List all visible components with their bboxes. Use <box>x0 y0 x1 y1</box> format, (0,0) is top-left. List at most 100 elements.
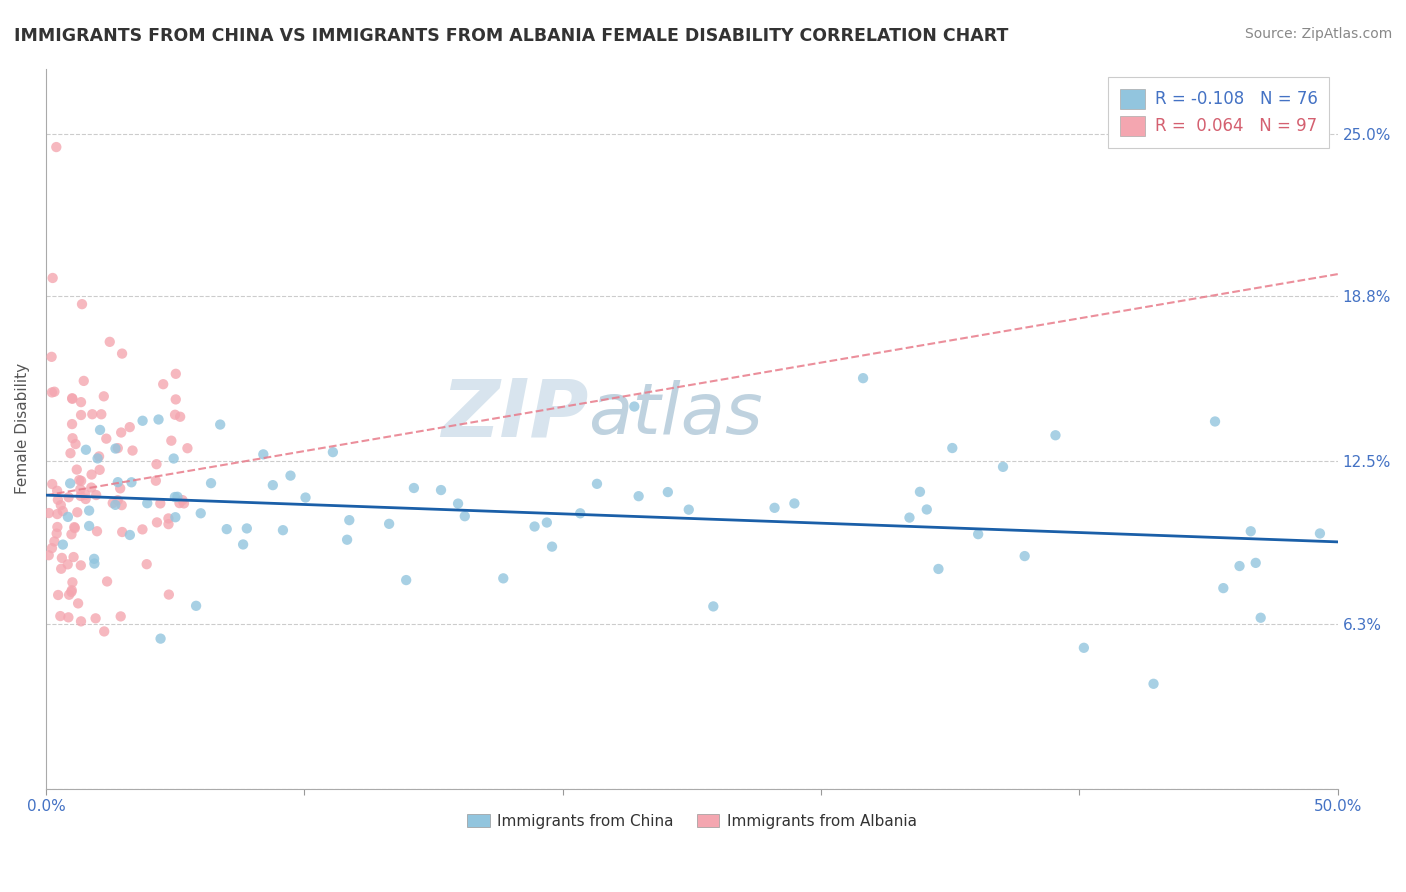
Point <box>46 520 69 534</box>
Point <box>69 558 91 573</box>
Point <box>82 407 104 421</box>
Point <box>41 385 63 400</box>
Point <box>160 434 183 448</box>
Point <box>83 552 105 566</box>
Point <box>252 447 274 461</box>
Point <box>200 476 222 491</box>
Point <box>1142 677 1164 691</box>
Point <box>152 377 174 392</box>
Point <box>84 611 107 625</box>
Point <box>166 490 188 504</box>
Point <box>110 609 132 624</box>
Point <box>49 498 72 512</box>
Point <box>73 374 96 388</box>
Point <box>41 350 63 364</box>
Point <box>80 481 103 495</box>
Point <box>38 506 60 520</box>
Point <box>38 548 60 562</box>
Point <box>75 488 97 502</box>
Point <box>1014 549 1036 563</box>
Point <box>118 528 141 542</box>
Point <box>623 400 645 414</box>
Point <box>232 537 254 551</box>
Point <box>169 496 191 510</box>
Point <box>63 520 86 534</box>
Point <box>236 521 259 535</box>
Point <box>86 451 108 466</box>
Point <box>70 297 93 311</box>
Point <box>80 467 103 482</box>
Point <box>1250 611 1272 625</box>
Point <box>536 516 558 530</box>
Point <box>541 540 564 554</box>
Point <box>75 442 97 457</box>
Point <box>131 414 153 428</box>
Point <box>75 491 97 506</box>
Point <box>148 412 170 426</box>
Point <box>56 558 79 572</box>
Point <box>69 483 91 497</box>
Point <box>378 516 401 531</box>
Point <box>322 445 344 459</box>
Point <box>46 507 69 521</box>
Point <box>98 334 121 349</box>
Point <box>1309 526 1331 541</box>
Point <box>165 392 187 407</box>
Point <box>783 496 806 510</box>
Point <box>77 519 100 533</box>
Text: ZIP: ZIP <box>441 376 589 453</box>
Point <box>52 504 75 518</box>
Point <box>915 502 938 516</box>
Point <box>967 527 990 541</box>
Point <box>62 549 84 564</box>
Point <box>149 632 172 646</box>
Point <box>172 493 194 508</box>
Point <box>110 425 132 440</box>
Point <box>395 573 418 587</box>
Point <box>523 519 546 533</box>
Point <box>58 490 80 504</box>
Point <box>70 474 93 488</box>
Point <box>51 550 73 565</box>
Point <box>146 516 169 530</box>
Point <box>163 408 186 422</box>
Point <box>70 408 93 422</box>
Point <box>586 476 609 491</box>
Point <box>59 476 82 491</box>
Point <box>1073 640 1095 655</box>
Point <box>657 485 679 500</box>
Point <box>70 615 93 629</box>
Point <box>107 475 129 490</box>
Point <box>184 599 207 613</box>
Text: IMMIGRANTS FROM CHINA VS IMMIGRANTS FROM ALBANIA FEMALE DISABILITY CORRELATION C: IMMIGRANTS FROM CHINA VS IMMIGRANTS FROM… <box>14 27 1008 45</box>
Point <box>262 478 284 492</box>
Point <box>294 491 316 505</box>
Point <box>86 524 108 539</box>
Point <box>101 496 124 510</box>
Point <box>67 596 90 610</box>
Point <box>87 450 110 464</box>
Point <box>852 371 875 385</box>
Point <box>492 571 515 585</box>
Point <box>104 498 127 512</box>
Point <box>209 417 232 432</box>
Point <box>66 505 89 519</box>
Point <box>111 524 134 539</box>
Point <box>121 443 143 458</box>
Point <box>58 610 80 624</box>
Point <box>67 473 90 487</box>
Point <box>62 431 84 445</box>
Point <box>454 509 477 524</box>
Point <box>90 407 112 421</box>
Point <box>430 483 453 497</box>
Point <box>56 509 79 524</box>
Point <box>271 523 294 537</box>
Point <box>163 490 186 504</box>
Point <box>165 510 187 524</box>
Text: Source: ZipAtlas.com: Source: ZipAtlas.com <box>1244 27 1392 41</box>
Point <box>59 446 82 460</box>
Point <box>173 496 195 510</box>
Text: atlas: atlas <box>589 380 763 449</box>
Point <box>93 624 115 639</box>
Point <box>678 502 700 516</box>
